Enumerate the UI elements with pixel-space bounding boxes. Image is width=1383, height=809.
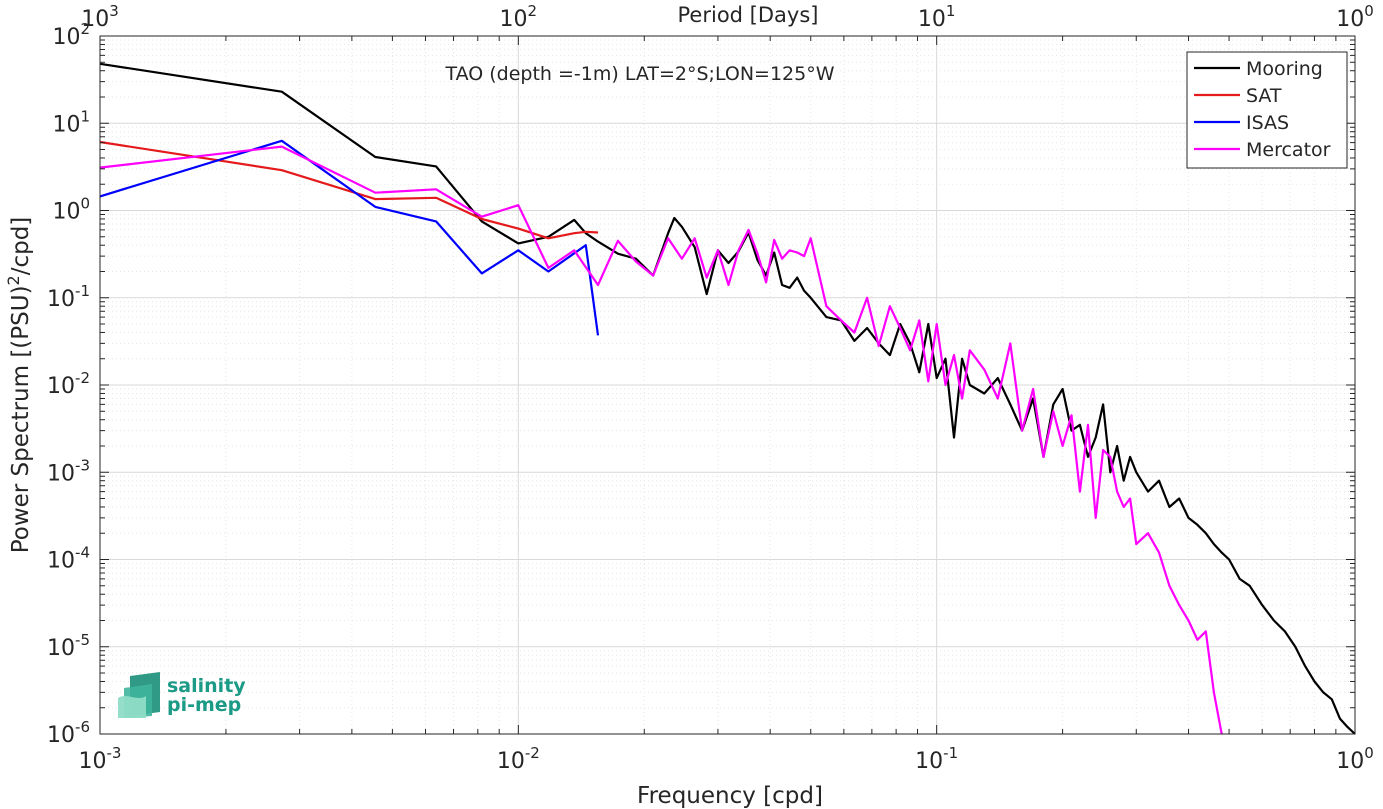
y-tick-label: 102 — [52, 20, 90, 50]
axis-ticks — [99, 35, 1356, 735]
y-tick-label: 10-2 — [47, 369, 90, 399]
legend: Mooring SAT ISAS Mercator — [1186, 51, 1348, 169]
salinity-pi-mep-logo: salinity pi-mep — [118, 672, 246, 718]
legend-label-mercator: Mercator — [1246, 139, 1331, 161]
y-tick-label: 10-5 — [47, 631, 90, 661]
y-tick-label: 101 — [52, 107, 90, 137]
x-tick-label: 100 — [1336, 744, 1374, 774]
x-axis-label: Frequency [cpd] — [637, 783, 823, 809]
logo-mark-front — [118, 696, 146, 718]
x2-axis-label: Period [Days] — [678, 3, 819, 27]
x-tick-label: 10-2 — [497, 744, 540, 774]
series-layer — [99, 62, 1356, 735]
series-line-mercator — [99, 145, 1223, 735]
y-tick-label: 10-6 — [47, 718, 90, 748]
x-tick-label: 10-1 — [915, 744, 958, 774]
logo-text-pi-mep: pi-mep — [167, 694, 241, 716]
logo-text-salinity: salinity — [167, 675, 246, 697]
series-line-sat — [99, 140, 599, 240]
legend-label-sat: SAT — [1246, 85, 1282, 107]
y-tick-label: 100 — [52, 195, 90, 225]
legend-label-isas: ISAS — [1246, 112, 1289, 134]
x2-tick-label: 101 — [918, 2, 956, 32]
series-line-mooring — [99, 62, 1356, 735]
x2-tick-label: 100 — [1336, 2, 1374, 32]
legend-label-mooring: Mooring — [1246, 58, 1323, 80]
x2-tick-label: 102 — [500, 2, 538, 32]
x-tick-label: 10-3 — [79, 744, 122, 774]
major-grid — [100, 36, 1355, 734]
y-tick-label: 10-4 — [47, 544, 90, 574]
x2-tick-label: 103 — [81, 2, 119, 32]
y-axis-label: Power Spectrum [(PSU)2/cpd] — [4, 217, 34, 554]
chart-title: TAO (depth =-1m) LAT=2°S;LON=125°W — [444, 63, 834, 85]
y-tick-label: 10-3 — [47, 456, 90, 486]
y-tick-label: 10-1 — [47, 282, 90, 312]
